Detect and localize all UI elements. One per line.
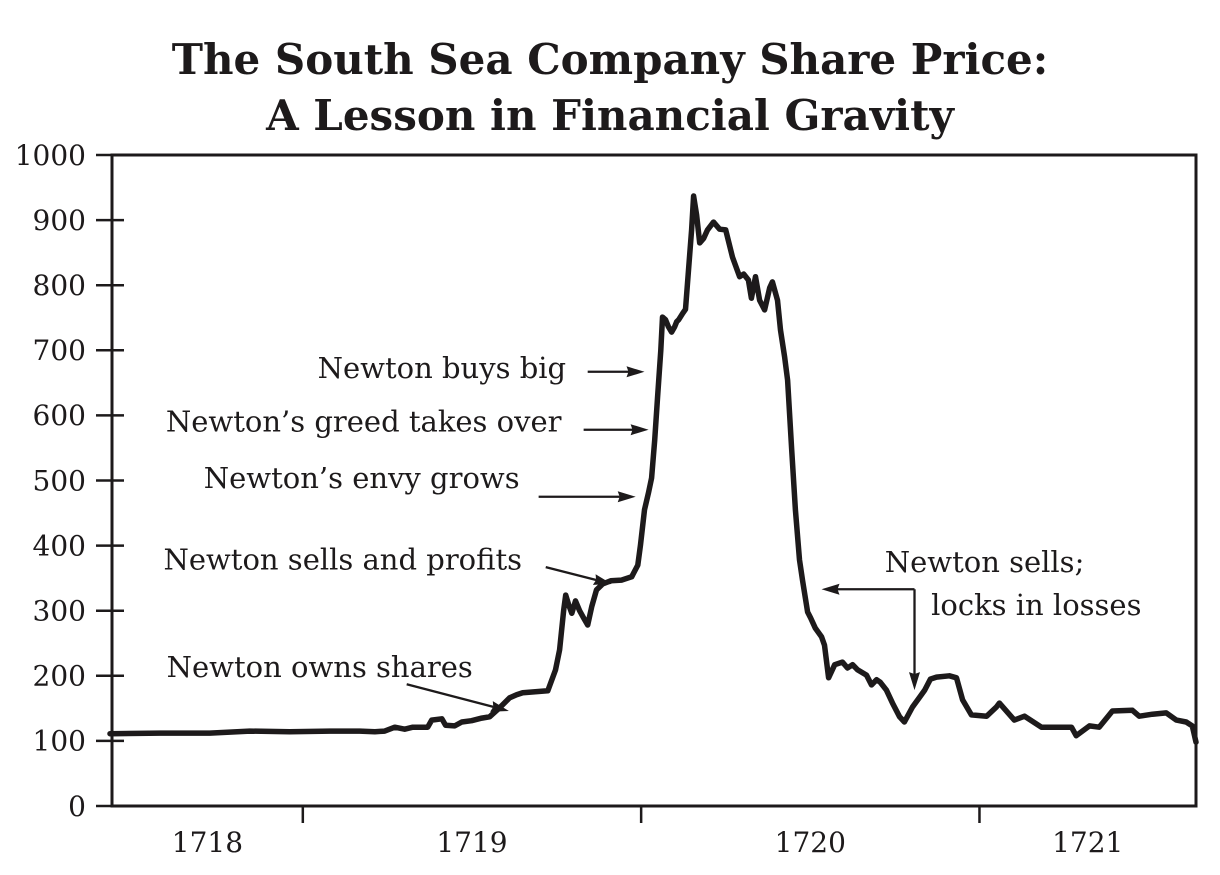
y-tick-label: 400 bbox=[33, 529, 86, 562]
annotation-label-greed-takes: Newton’s greed takes over bbox=[166, 404, 562, 438]
annotation-label-sells-locks-1: Newton sells; bbox=[885, 545, 1085, 579]
y-tick-label: 800 bbox=[33, 269, 86, 302]
price-line bbox=[107, 193, 1199, 745]
envy-grows-arrow-head bbox=[617, 491, 636, 503]
owns-shares-arrow bbox=[406, 683, 494, 709]
y-tick-label: 1000 bbox=[15, 139, 86, 172]
x-tick-label: 1720 bbox=[775, 826, 846, 859]
chart-title-line1: The South Sea Company Share Price: bbox=[172, 35, 1049, 84]
y-tick-label: 100 bbox=[33, 725, 86, 758]
y-axis: 0 100 200 300 400 500 600 700 800 900 1000 bbox=[15, 139, 124, 823]
y-tick-label: 300 bbox=[33, 595, 86, 628]
sells-profits-arrow-head bbox=[592, 574, 612, 585]
y-tick-label: 900 bbox=[33, 204, 86, 237]
y-tick-label: 0 bbox=[68, 790, 86, 823]
sells-locks-arrow-vertical-head bbox=[909, 672, 920, 691]
x-tick-label: 1721 bbox=[1052, 826, 1123, 859]
x-tick-label: 1719 bbox=[436, 826, 507, 859]
x-axis: 1718 1719 1720 1721 bbox=[172, 806, 1123, 859]
sells-locks-arrow-horizontal-head bbox=[821, 583, 840, 595]
y-tick-label: 700 bbox=[33, 334, 86, 367]
annotation-label-buys-big: Newton buys big bbox=[318, 351, 567, 385]
x-tick-label: 1718 bbox=[172, 826, 243, 859]
buys-big-arrow-head bbox=[626, 366, 645, 378]
y-tick-label: 200 bbox=[33, 660, 86, 693]
sells-profits-arrow bbox=[545, 565, 597, 582]
annotation-label-sells-locks-2: locks in losses bbox=[931, 588, 1141, 622]
annotations: Newton owns shares Newton sells and profi… bbox=[163, 351, 1141, 712]
owns-shares-arrow-head bbox=[490, 701, 509, 712]
price-line-series bbox=[107, 193, 1199, 745]
greed-takes-arrow-head bbox=[630, 424, 649, 436]
annotation-label-envy-grows: Newton’s envy grows bbox=[204, 461, 520, 495]
annotation-label-sells-profits: Newton sells and profits bbox=[163, 542, 522, 576]
y-tick-label: 500 bbox=[33, 464, 86, 497]
chart-title-line2: A Lesson in Financial Gravity bbox=[265, 91, 955, 140]
y-tick-label: 600 bbox=[33, 399, 86, 432]
annotation-label-owns-shares: Newton owns shares bbox=[167, 650, 473, 684]
